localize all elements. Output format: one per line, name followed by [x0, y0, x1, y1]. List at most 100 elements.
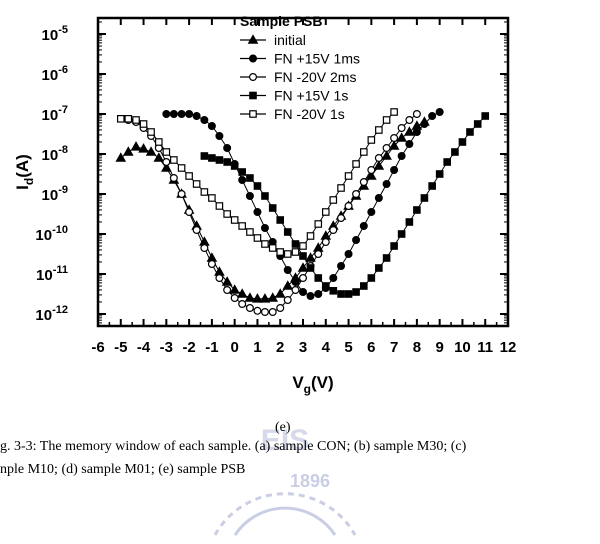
legend-entry: FN +15V 1s	[274, 88, 348, 104]
data-point-series-3	[337, 290, 345, 298]
data-point-series-2	[268, 308, 277, 317]
data-point-series-2	[405, 115, 414, 124]
data-point-series-3	[382, 254, 391, 262]
data-point-series-1	[283, 266, 292, 275]
data-point-series-4	[367, 136, 376, 144]
data-point-series-4	[124, 114, 133, 123]
data-point-series-3	[253, 182, 262, 190]
data-point-series-1	[162, 109, 171, 118]
x-tick-label: -1	[205, 339, 218, 356]
y-tick-label: 10-10	[35, 224, 68, 244]
x-tick-label: 11	[477, 339, 493, 356]
data-point-series-2	[230, 294, 239, 303]
data-point-series-3	[276, 216, 285, 224]
data-point-series-1	[367, 208, 376, 217]
x-tick-label: 12	[500, 339, 517, 356]
data-point-series-0	[122, 146, 134, 156]
data-point-series-2	[344, 202, 353, 211]
y-tick-label: 10-11	[36, 264, 68, 284]
y-tick-label: 10-5	[42, 24, 68, 44]
data-point-series-2	[162, 158, 171, 167]
data-point-series-4	[230, 216, 239, 224]
legend-marker-1	[249, 54, 258, 63]
data-point-series-3	[360, 282, 368, 290]
data-point-series-2	[337, 214, 346, 223]
x-tick-label: -2	[182, 339, 195, 356]
x-tick-label: 4	[322, 339, 331, 356]
data-point-series-3	[435, 170, 444, 178]
data-point-series-4	[352, 160, 360, 168]
data-point-series-2	[207, 260, 216, 269]
data-point-series-1	[207, 121, 216, 130]
data-point-series-4	[283, 250, 292, 258]
data-point-series-0	[130, 141, 142, 151]
data-point-series-0	[388, 140, 400, 150]
data-point-series-1	[291, 278, 300, 287]
x-tick-label: 0	[230, 339, 238, 356]
data-point-series-1	[405, 140, 414, 149]
data-point-series-1	[215, 132, 224, 141]
data-point-series-3	[405, 218, 414, 226]
data-point-series-1	[223, 144, 232, 153]
data-point-series-3	[283, 228, 292, 236]
data-point-series-1	[177, 109, 186, 118]
data-point-series-3	[397, 230, 406, 238]
data-point-series-4	[375, 126, 383, 134]
data-point-series-4	[276, 248, 285, 256]
y-tick-label: 10-6	[42, 64, 68, 84]
data-point-series-3	[314, 274, 323, 282]
legend-entry: FN -20V 1s	[274, 106, 345, 122]
data-point-series-2	[359, 178, 368, 187]
data-point-series-2	[329, 226, 338, 235]
university-logo-watermark: EIS 1896	[213, 424, 357, 536]
data-point-series-3	[306, 264, 315, 272]
data-point-series-4	[192, 180, 201, 188]
y-tick-label: 10-9	[42, 184, 68, 204]
data-point-series-1	[185, 109, 194, 118]
x-tick-label: 6	[367, 339, 375, 356]
data-point-series-1	[397, 152, 406, 161]
data-point-series-1	[374, 194, 383, 203]
data-point-series-2	[367, 166, 376, 175]
data-point-series-4	[329, 196, 338, 204]
data-point-series-3	[367, 274, 376, 282]
x-tick-label: -4	[137, 339, 151, 356]
data-point-series-0	[267, 292, 279, 302]
legend-marker-4	[249, 110, 257, 118]
chart-svg: -6 -5 -4 -3 -2 -1 0 1 2 3 4 5 6 7 8 9 10 11 1210-510-610-7…	[13, 13, 517, 396]
data-point-series-1	[192, 111, 201, 120]
data-point-series-3	[458, 138, 467, 146]
data-point-series-0	[373, 160, 385, 170]
data-point-series-4	[170, 156, 178, 164]
x-tick-label: 8	[413, 339, 421, 356]
data-point-series-0	[229, 284, 240, 294]
data-point-series-4	[268, 244, 277, 252]
watermark-emblem-text: EIS	[261, 424, 309, 457]
data-point-series-0	[274, 288, 286, 298]
data-point-series-1	[420, 119, 429, 128]
data-point-series-3	[443, 158, 451, 166]
legend-title: Sample PSB	[240, 13, 322, 29]
data-point-series-4	[299, 242, 307, 250]
data-point-series-4	[261, 240, 269, 248]
data-point-series-1	[390, 166, 399, 175]
legend-marker-0	[247, 34, 259, 44]
caption-line-1: g. 3-3: The memory window of each sample…	[0, 439, 467, 454]
data-point-series-1	[428, 111, 437, 120]
data-point-series-4	[208, 194, 216, 202]
legend-marker-3	[249, 91, 257, 100]
x-tick-label: -6	[91, 339, 104, 356]
data-point-series-0	[259, 293, 271, 303]
caption-line-2: nple M10; (d) sample M01; (e) sample PSB	[0, 462, 246, 477]
data-point-series-3	[375, 264, 383, 272]
data-point-series-4	[155, 138, 163, 146]
data-point-series-2	[352, 190, 361, 199]
data-point-series-4	[253, 234, 262, 242]
data-point-series-1	[314, 290, 323, 299]
data-point-series-1	[253, 208, 262, 217]
data-point-series-2	[291, 286, 300, 295]
data-point-series-3	[481, 112, 490, 120]
data-point-series-3	[466, 128, 474, 136]
data-point-series-0	[305, 252, 316, 262]
